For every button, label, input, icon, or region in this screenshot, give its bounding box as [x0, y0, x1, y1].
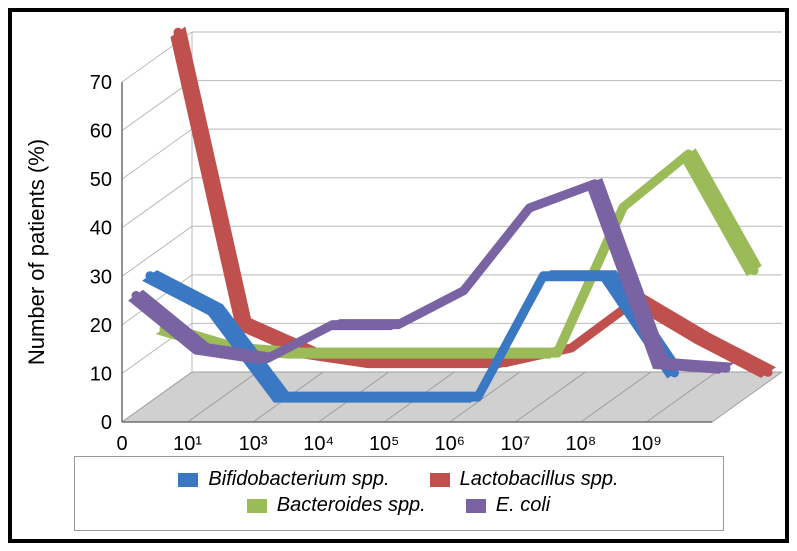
plot-svg: 0 10 20 30 40 50 60 70 0 10¹ 10³ 10⁴ 10⁵ 10⁶ 10⁷ 10⁸ 10⁹…	[12, 12, 793, 460]
legend-swatch	[466, 499, 486, 513]
legend-item-ecoli: E. coli	[466, 494, 550, 517]
y-tick-label: 40	[90, 218, 112, 240]
x-tick-label: 0	[116, 433, 127, 455]
legend-label: Lactobacillus spp.	[460, 468, 619, 491]
x-tick-label: 10⁹	[631, 433, 662, 455]
x-tick-label: 10³	[239, 433, 268, 455]
x-tick-label: 10⁵	[369, 433, 400, 455]
x-tick-label: 10¹	[173, 433, 202, 455]
legend-item-bifido: Bifidobacterium spp.	[178, 468, 389, 491]
chart-frame: 0 10 20 30 40 50 60 70 0 10¹ 10³ 10⁴ 10⁵ 10⁶ 10⁷ 10⁸ 10⁹…	[8, 8, 789, 543]
x-tick-label: 10⁸	[566, 433, 597, 455]
x-tick-label: 10⁷	[501, 433, 530, 455]
legend-row: Bifidobacterium spp. Lactobacillus spp.	[89, 468, 709, 491]
y-axis-label: Number of patients (%)	[24, 139, 49, 365]
legend-swatch	[178, 473, 198, 487]
legend-row: Bacteroides spp. E. coli	[89, 494, 709, 517]
y-tick-label: 30	[90, 266, 112, 288]
x-tick-label: 10⁴	[303, 433, 334, 455]
legend-swatch	[247, 499, 267, 513]
y-tick-label: 70	[90, 72, 112, 94]
y-tick-label: 10	[90, 363, 112, 385]
y-tick-label: 0	[101, 412, 112, 434]
legend-label: E. coli	[496, 494, 550, 517]
x-tick-label: 10⁶	[435, 433, 465, 455]
legend-item-lacto: Lactobacillus spp.	[430, 468, 619, 491]
legend-label: Bifidobacterium spp.	[208, 468, 389, 491]
legend-item-bacter: Bacteroides spp.	[247, 494, 426, 517]
plot-3d-area: 0 10 20 30 40 50 60 70 0 10¹ 10³ 10⁴ 10⁵ 10⁶ 10⁷ 10⁸ 10⁹…	[12, 12, 785, 460]
legend-label: Bacteroides spp.	[277, 494, 426, 517]
y-tick-label: 20	[90, 315, 112, 337]
y-tick-label: 50	[90, 169, 112, 191]
legend: Bifidobacterium spp. Lactobacillus spp. Ba…	[74, 456, 724, 531]
y-tick-label: 60	[90, 121, 112, 143]
series-line-lacto	[178, 32, 768, 372]
legend-swatch	[430, 473, 450, 487]
